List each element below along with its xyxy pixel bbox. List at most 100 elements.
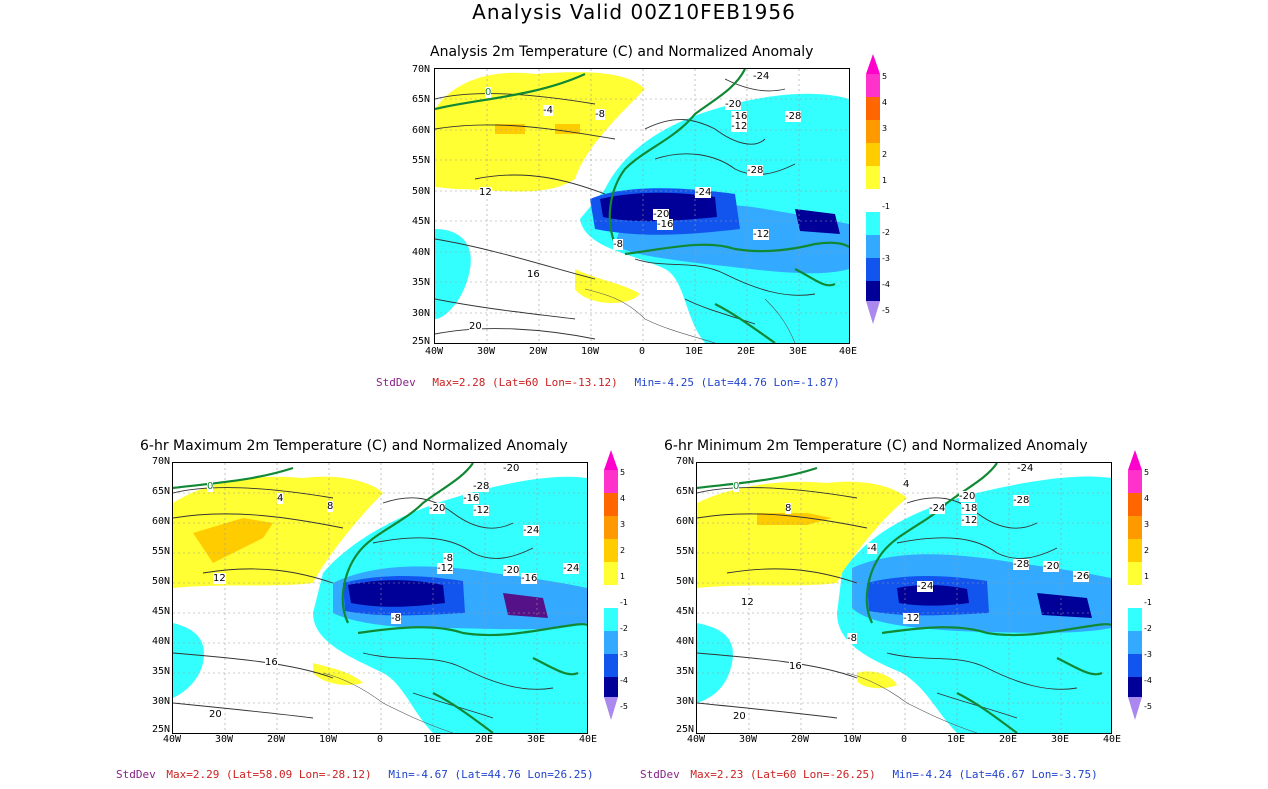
contour-label: 8 <box>327 501 334 512</box>
colorbar-label: -1 <box>882 202 890 211</box>
warm-anomaly-area-south <box>575 269 640 304</box>
lat-label: 25N <box>411 336 430 347</box>
colorbar-swatch <box>604 677 618 697</box>
colorbar-swatch <box>604 654 618 677</box>
contour-label: 0 <box>207 481 214 492</box>
colorbar-label: -4 <box>1144 676 1152 685</box>
contour-label: -24 <box>695 187 712 198</box>
colorbar-swatch <box>1128 585 1142 608</box>
colorbar-swatch <box>866 74 880 97</box>
colorbar-label: -1 <box>1144 598 1152 607</box>
contour-label: -16 <box>731 111 748 122</box>
colorbar-cap-top <box>866 54 880 74</box>
lat-label: 50N <box>151 576 170 587</box>
lon-label: 20W <box>528 346 548 357</box>
lon-label: 0 <box>638 346 646 357</box>
colorbar-cap-top <box>604 450 618 470</box>
contour-label: 4 <box>903 479 910 490</box>
contour-label: 12 <box>479 187 492 198</box>
contour-label: -16 <box>463 493 480 504</box>
lon-label: 10W <box>318 734 338 745</box>
severe-cold-anomaly-area <box>600 192 717 222</box>
panel-max: 6-hr Maximum 2m Temperature (C) and Norm… <box>140 438 628 768</box>
contour-label: -24 <box>917 581 934 592</box>
lat-label: 55N <box>411 155 430 166</box>
lon-label: 20E <box>474 734 494 745</box>
temperature-contours <box>173 487 554 719</box>
colorbar-swatch <box>604 516 618 539</box>
lat-label: 65N <box>675 486 694 497</box>
colorbar-swatch <box>1128 493 1142 516</box>
lon-label: 20W <box>790 734 810 745</box>
map-max: -20 -28 -16 -12 -20 -24 -8 -12 -20 -16 4… <box>172 462 588 734</box>
temperature-contours <box>435 78 816 340</box>
coastline <box>322 672 454 733</box>
colorbar-label: 4 <box>1144 494 1150 503</box>
colorbar-swatch <box>866 281 880 301</box>
colorbar <box>866 54 880 324</box>
contour-label: -12 <box>903 613 920 624</box>
colorbar-label: 3 <box>620 520 626 529</box>
colorbar-swatch <box>1128 470 1142 493</box>
colorbar-label: -2 <box>620 624 628 633</box>
colorbar <box>1128 450 1142 720</box>
contour-label: -20 <box>725 99 742 110</box>
lon-label: 40E <box>1102 734 1122 745</box>
warm-anomaly-area <box>697 481 907 588</box>
lat-label: 60N <box>151 516 170 527</box>
lon-label: 0 <box>376 734 384 745</box>
lat-label: 25N <box>151 724 170 735</box>
lat-label: 70N <box>411 64 430 75</box>
colorbar-label: -3 <box>1144 650 1152 659</box>
colorbar-swatch <box>604 539 618 562</box>
map-analysis-svg <box>435 69 849 343</box>
colorbar-label: 1 <box>882 176 888 185</box>
severe-cold-anomaly-area-east <box>1037 593 1092 618</box>
contour-label: -12 <box>731 121 748 132</box>
lat-label: 35N <box>151 666 170 677</box>
contour-label: -20 <box>503 565 520 576</box>
map-max-svg <box>173 463 587 733</box>
colorbar-swatch <box>1128 677 1142 697</box>
contour-label: -8 <box>613 239 623 250</box>
stats-max-value: Max=2.29 (Lat=58.09 Lon=-28.12) <box>166 768 372 781</box>
lat-label: 25N <box>675 724 694 735</box>
colorbar-swatch <box>1128 608 1142 631</box>
colorbar-label: 4 <box>882 98 888 107</box>
lon-label: 40E <box>578 734 598 745</box>
contour-label: 4 <box>277 493 284 504</box>
colorbar-label: -1 <box>620 598 628 607</box>
contour-label: -8 <box>443 553 453 564</box>
panel-title: 6-hr Maximum 2m Temperature (C) and Norm… <box>140 438 568 454</box>
lat-label: 35N <box>675 666 694 677</box>
lon-label: 40W <box>424 346 444 357</box>
lat-label: 30N <box>151 696 170 707</box>
panel-analysis: Analysis 2m Temperature (C) and Normaliz… <box>400 44 890 394</box>
panel-title: 6-hr Minimum 2m Temperature (C) and Norm… <box>664 438 1088 454</box>
contour-label: -24 <box>753 71 770 82</box>
contour-label: -28 <box>1013 559 1030 570</box>
warm-anomaly-area-south <box>313 663 363 685</box>
colorbar-swatch <box>866 212 880 235</box>
lon-label: 20W <box>266 734 286 745</box>
lon-label: 0 <box>900 734 908 745</box>
contour-label: -12 <box>961 515 978 526</box>
lon-label: 10E <box>422 734 442 745</box>
colorbar-label: 2 <box>882 150 888 159</box>
lon-label: 40E <box>838 346 858 357</box>
contour-label: -8 <box>595 109 605 120</box>
contour-label: -12 <box>437 563 454 574</box>
lon-label: 30E <box>788 346 808 357</box>
severe-cold-anomaly-area <box>348 580 445 607</box>
colorbar-swatch <box>1128 539 1142 562</box>
colorbar-label: 5 <box>882 72 888 81</box>
lat-label: 30N <box>675 696 694 707</box>
lon-label: 30E <box>526 734 546 745</box>
contour-label: 16 <box>265 657 278 668</box>
colorbar-label: 2 <box>1144 546 1150 555</box>
colorbar-label: 5 <box>620 468 626 477</box>
contour-label: -16 <box>521 573 538 584</box>
panel-title: Analysis 2m Temperature (C) and Normaliz… <box>430 44 814 60</box>
lon-label: 40W <box>162 734 182 745</box>
contour-label: -12 <box>753 229 770 240</box>
